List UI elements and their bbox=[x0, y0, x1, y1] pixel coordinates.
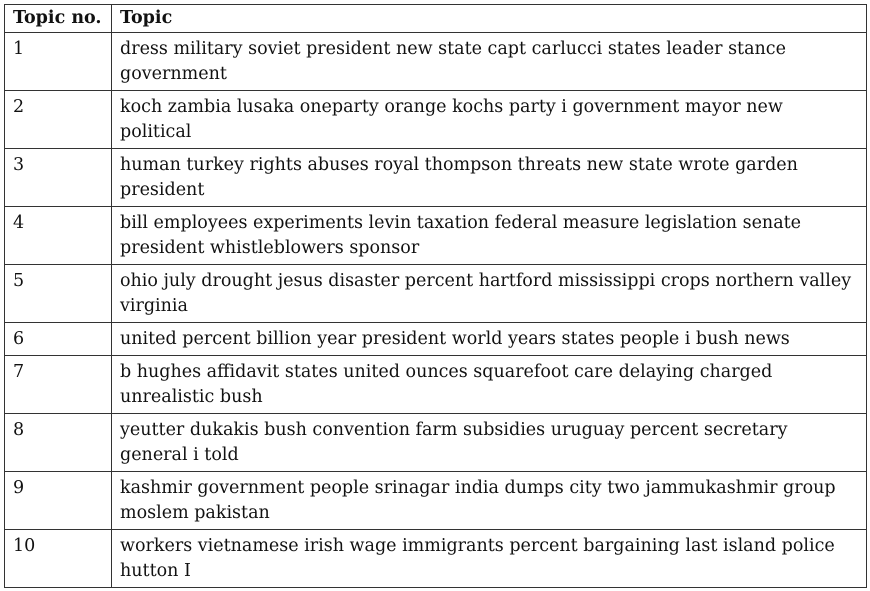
table-row: 6 united percent billion year president … bbox=[4, 322, 867, 356]
header-topic-no: Topic no. bbox=[4, 4, 112, 33]
topic-words-cell: human turkey rights abuses royal thompso… bbox=[111, 148, 867, 207]
topic-words-cell: ohio july drought jesus disaster percent… bbox=[111, 264, 867, 323]
topic-words-cell: koch zambia lusaka oneparty orange kochs… bbox=[111, 90, 867, 149]
table-row: 2 koch zambia lusaka oneparty orange koc… bbox=[4, 90, 867, 149]
topic-words-cell: kashmir government people srinagar india… bbox=[111, 471, 867, 530]
topic-number-cell: 5 bbox=[4, 264, 112, 323]
topic-number-cell: 7 bbox=[4, 355, 112, 414]
table-row: 7 b hughes affidavit states united ounce… bbox=[4, 355, 867, 414]
topic-table: Topic no. Topic 1 dress military soviet … bbox=[4, 4, 867, 588]
topic-words-cell: yeutter dukakis bush convention farm sub… bbox=[111, 413, 867, 472]
topic-number-cell: 2 bbox=[4, 90, 112, 149]
table-row: 8 yeutter dukakis bush convention farm s… bbox=[4, 413, 867, 472]
table-row: 3 human turkey rights abuses royal thomp… bbox=[4, 148, 867, 207]
table-header: Topic no. Topic bbox=[4, 4, 867, 33]
table-body: 1 dress military soviet president new st… bbox=[4, 32, 867, 588]
topic-words-cell: dress military soviet president new stat… bbox=[111, 32, 867, 91]
topic-number-cell: 1 bbox=[4, 32, 112, 91]
topic-number-cell: 10 bbox=[4, 529, 112, 588]
topic-words-cell: b hughes affidavit states united ounces … bbox=[111, 355, 867, 414]
header-topic: Topic bbox=[111, 4, 867, 33]
table-row: 1 dress military soviet president new st… bbox=[4, 32, 867, 91]
topic-number-cell: 6 bbox=[4, 322, 112, 356]
topic-words-cell: bill employees experiments levin taxatio… bbox=[111, 206, 867, 265]
table-row: 5 ohio july drought jesus disaster perce… bbox=[4, 264, 867, 323]
topic-words-cell: workers vietnamese irish wage immigrants… bbox=[111, 529, 867, 588]
topic-number-cell: 3 bbox=[4, 148, 112, 207]
table-row: 4 bill employees experiments levin taxat… bbox=[4, 206, 867, 265]
table-row: 10 workers vietnamese irish wage immigra… bbox=[4, 529, 867, 588]
header-row: Topic no. Topic bbox=[4, 4, 867, 33]
table-row: 9 kashmir government people srinagar ind… bbox=[4, 471, 867, 530]
topic-number-cell: 4 bbox=[4, 206, 112, 265]
topic-number-cell: 8 bbox=[4, 413, 112, 472]
topic-words-cell: united percent billion year president wo… bbox=[111, 322, 867, 356]
topic-number-cell: 9 bbox=[4, 471, 112, 530]
